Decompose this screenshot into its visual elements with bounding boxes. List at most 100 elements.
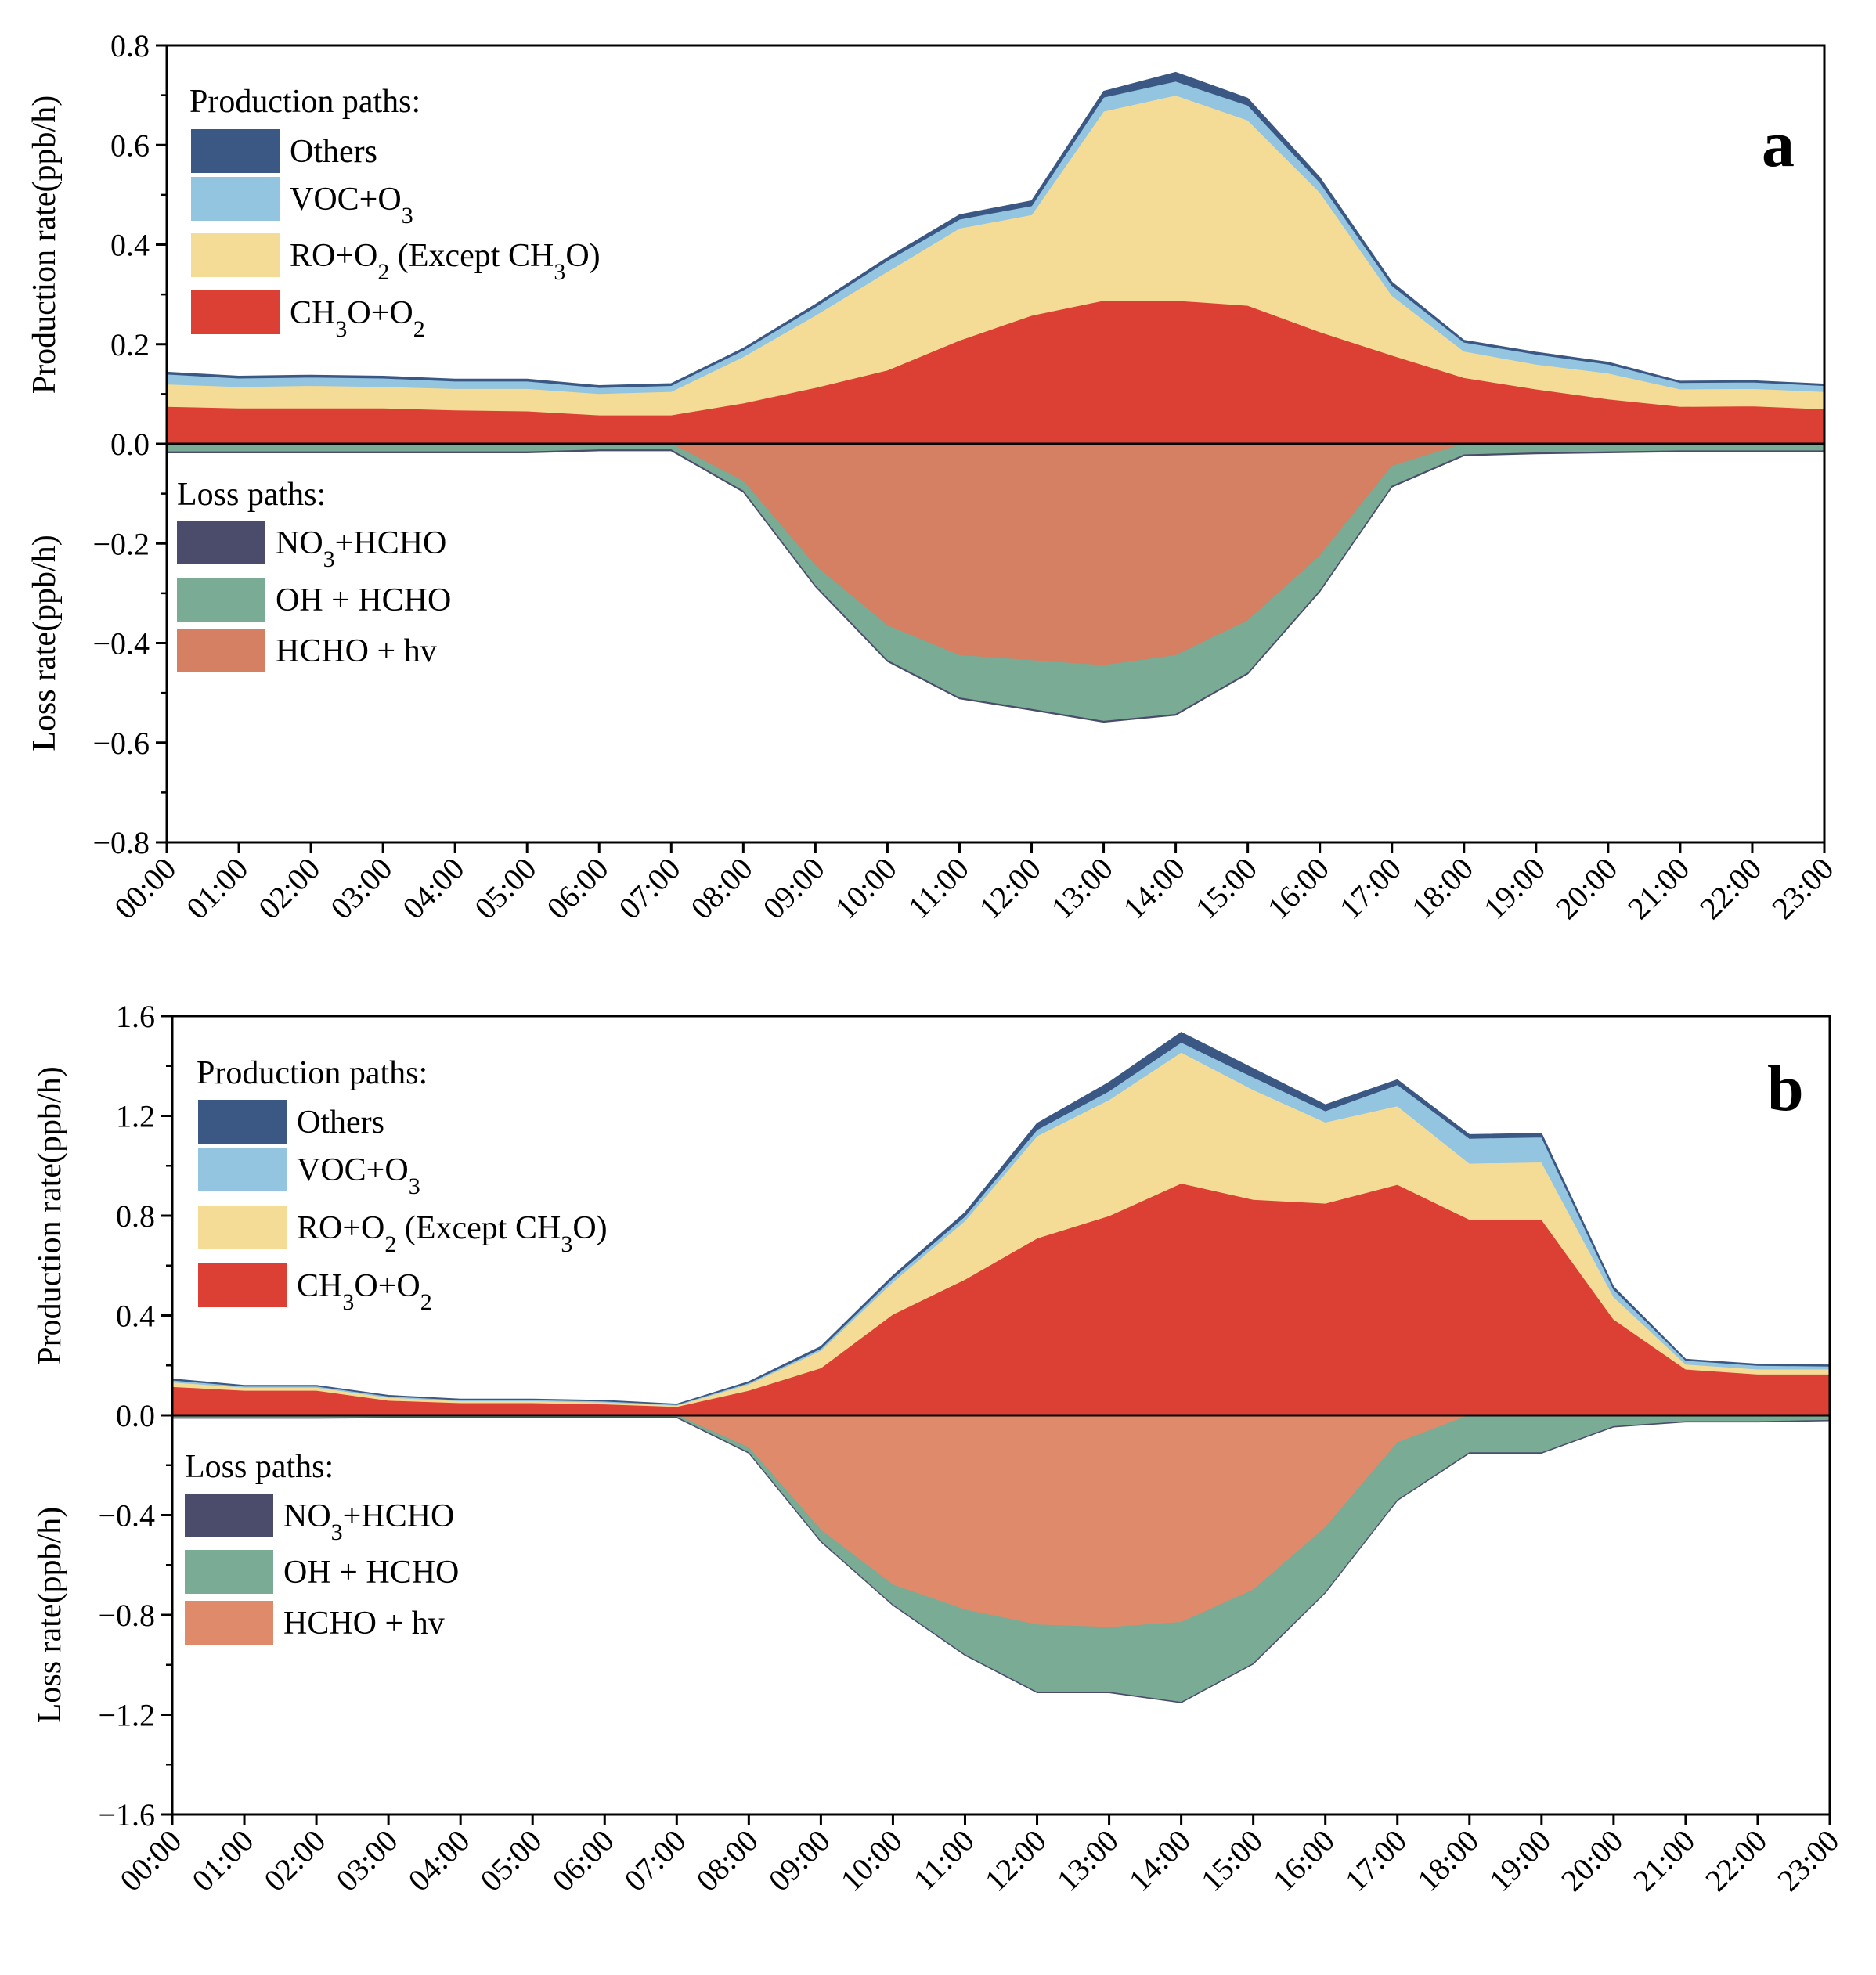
legend-label-no3-hcho-part: NO xyxy=(276,525,323,561)
x-tick-label: 19:00 xyxy=(1477,851,1552,926)
legend-label-ro-o2-except-ch3o-part: 2 xyxy=(377,259,389,285)
legend-label-ch3o-o2-part: 2 xyxy=(413,316,425,342)
legend-swatch-others xyxy=(198,1100,287,1144)
legend-label-ro-o2-except-ch3o-part: (Except CH xyxy=(389,238,554,274)
x-tick-label: 12:00 xyxy=(972,851,1048,926)
legend-label-ch3o-o2: CH3O+O2 xyxy=(290,295,425,342)
y-axis-title-production: Production rate(ppb/h) xyxy=(32,1066,68,1364)
legend-label-no3-hcho-part: +HCHO xyxy=(335,525,447,561)
x-tick-label: 01:00 xyxy=(185,1823,260,1898)
x-tick-label: 17:00 xyxy=(1333,851,1408,926)
x-tick-label: 23:00 xyxy=(1765,851,1840,926)
legend-label-ch3o-o2-part: CH xyxy=(297,1268,342,1304)
legend-label-voc-o3-part: 3 xyxy=(402,203,413,229)
legend-label-ro-o2-except-ch3o-part: 3 xyxy=(561,1231,572,1257)
x-tick-label: 04:00 xyxy=(395,851,471,926)
legend-swatch-oh-hcho xyxy=(185,1550,273,1594)
x-tick-label: 16:00 xyxy=(1266,1823,1341,1898)
legend-label-others: Others xyxy=(290,134,377,170)
y-tick-label: −0.8 xyxy=(92,825,150,860)
legend-loss-title: Loss paths: xyxy=(185,1449,334,1485)
legend-label-oh-hcho-part: OH + HCHO xyxy=(283,1555,459,1591)
y-tick-label: −1.6 xyxy=(98,1797,155,1833)
panel-a: −0.8 −0.6 −0.4 −0.2 0.0 0.2 0.4 0.6 0.8 00:0001:0… xyxy=(27,28,1840,926)
legend-label-others-part: Others xyxy=(290,134,377,170)
legend-label-ro-o2-except-ch3o: RO+O2 (Except CH3O) xyxy=(290,238,601,285)
legend-label-voc-o3-part: 3 xyxy=(409,1173,420,1199)
x-tick-label: 12:00 xyxy=(978,1823,1053,1898)
y-tick-label: 0.0 xyxy=(110,427,150,462)
legend-label-no3-hcho-part: +HCHO xyxy=(343,1498,455,1534)
x-tick-label: 01:00 xyxy=(179,851,254,926)
legend-swatch-voc-o3 xyxy=(198,1148,287,1191)
legend-label-ch3o-o2-part: 2 xyxy=(420,1289,432,1315)
x-tick-label: 21:00 xyxy=(1621,851,1696,926)
legend-swatch-hcho-hv xyxy=(185,1601,273,1645)
x-tick-label: 10:00 xyxy=(834,1823,909,1898)
legend-swatch-oh-hcho xyxy=(177,578,265,622)
legend-label-ro-o2-except-ch3o-part: O) xyxy=(565,238,600,274)
legend-label-ch3o-o2-part: O+O xyxy=(354,1268,420,1304)
x-tick-label: 03:00 xyxy=(329,1823,404,1898)
x-tick-label: 15:00 xyxy=(1189,851,1264,926)
x-tick-label: 23:00 xyxy=(1770,1823,1845,1898)
y-tick-label: 0.8 xyxy=(110,28,150,63)
y-tick-label: 0.6 xyxy=(110,128,150,163)
legend-label-ro-o2-except-ch3o: RO+O2 (Except CH3O) xyxy=(297,1210,608,1257)
legend-label-ch3o-o2-part: CH xyxy=(290,295,335,331)
y-tick-label: −0.6 xyxy=(92,726,150,761)
y-axis-title-production: Production rate(ppb/h) xyxy=(27,96,63,394)
legend-label-no3-hcho-part: NO xyxy=(283,1498,331,1534)
legend-label-voc-o3: VOC+O3 xyxy=(297,1152,420,1199)
y-tick-label: 0.4 xyxy=(116,1299,155,1334)
x-tick-label: 05:00 xyxy=(467,851,543,926)
legend-label-ro-o2-except-ch3o-part: (Except CH xyxy=(396,1210,561,1246)
x-tick-label: 10:00 xyxy=(828,851,904,926)
legend-label-hcho-hv-part: HCHO + hv xyxy=(283,1606,445,1642)
legend-label-others: Others xyxy=(297,1105,384,1141)
x-tick-label: 08:00 xyxy=(684,851,759,926)
legend-label-hcho-hv-part: HCHO + hv xyxy=(276,633,437,669)
legend-swatch-ch3o-o2 xyxy=(191,290,280,334)
y-axis-title-loss: Loss rate(ppb/h) xyxy=(32,1507,68,1723)
legend-label-ch3o-o2-part: 3 xyxy=(342,1289,354,1315)
legend-label-voc-o3-part: VOC+O xyxy=(297,1152,409,1188)
legend-label-hcho-hv: HCHO + hv xyxy=(276,633,437,669)
legend-production-title: Production paths: xyxy=(197,1055,428,1091)
legend-label-others-part: Others xyxy=(297,1105,384,1141)
x-tick-label: 21:00 xyxy=(1626,1823,1701,1898)
legend-label-oh-hcho: OH + HCHO xyxy=(276,582,451,618)
x-tick-label: 06:00 xyxy=(545,1823,620,1898)
x-tick-label: 18:00 xyxy=(1410,1823,1485,1898)
legend-label-oh-hcho: OH + HCHO xyxy=(283,1555,459,1591)
legend-label-ro-o2-except-ch3o-part: 2 xyxy=(384,1231,396,1257)
legend-swatch-others xyxy=(191,129,280,173)
legend-label-no3-hcho: NO3+HCHO xyxy=(283,1498,454,1545)
x-tick-label: 11:00 xyxy=(907,1823,981,1898)
legend-loss: Loss paths: NO3+HCHO OH + HCHO HCHO + hv xyxy=(185,1449,459,1645)
y-tick-label: 0.2 xyxy=(110,327,150,362)
x-tick-label: 07:00 xyxy=(617,1823,692,1898)
x-tick-label: 00:00 xyxy=(107,851,182,926)
x-tick-label: 14:00 xyxy=(1117,851,1192,926)
legend-loss-title: Loss paths: xyxy=(177,477,326,513)
legend-label-ro-o2-except-ch3o-part: RO+O xyxy=(290,238,377,274)
x-tick-label: 00:00 xyxy=(113,1823,188,1898)
legend-label-oh-hcho-part: OH + HCHO xyxy=(276,582,451,618)
x-tick-label: 06:00 xyxy=(539,851,615,926)
legend-label-ch3o-o2: CH3O+O2 xyxy=(297,1268,432,1315)
y-tick-label: 1.6 xyxy=(116,999,155,1034)
y-tick-label: −0.4 xyxy=(92,626,150,661)
x-tick-label: 20:00 xyxy=(1549,851,1624,926)
legend-swatch-no3-hcho xyxy=(185,1494,273,1537)
y-tick-label: −0.2 xyxy=(92,526,150,561)
y-tick-label: 0.0 xyxy=(116,1398,155,1433)
y-tick-label: 1.2 xyxy=(116,1099,155,1134)
legend-label-ch3o-o2-part: O+O xyxy=(347,295,413,331)
y-tick-label: −0.4 xyxy=(98,1498,155,1534)
x-tick-label: 15:00 xyxy=(1194,1823,1269,1898)
legend-label-voc-o3-part: VOC+O xyxy=(290,182,402,218)
x-tick-label: 22:00 xyxy=(1698,1823,1773,1898)
